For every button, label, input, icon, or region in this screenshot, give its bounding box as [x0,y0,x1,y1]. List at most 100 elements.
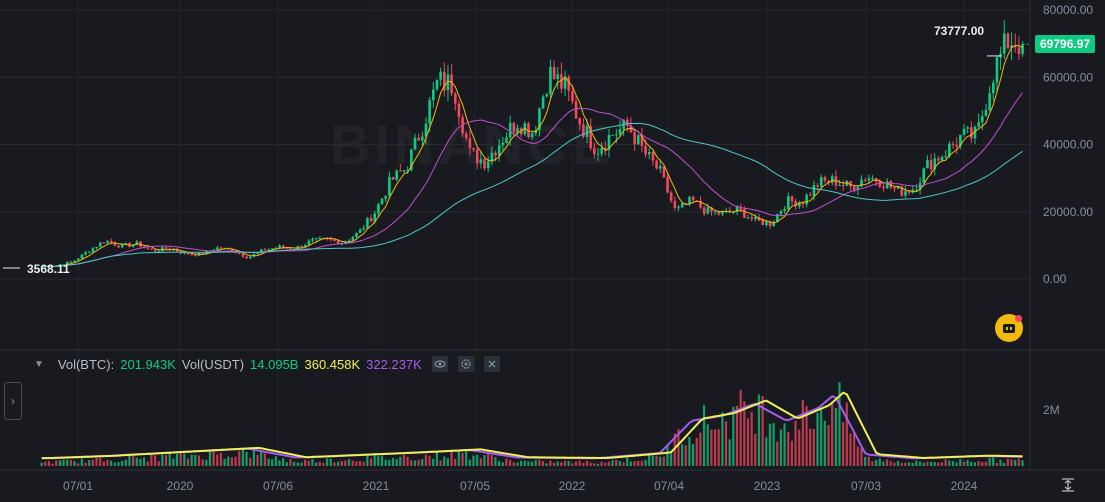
volume-bar [926,461,929,466]
volume-bar [282,458,285,466]
candle-body [644,145,647,155]
volume-bar [516,462,519,466]
candle-body [600,148,603,154]
candle-body [73,260,76,262]
candle-body [680,203,684,208]
candle-body [545,94,549,97]
candle-body [790,196,794,202]
volume-bar [534,459,537,466]
candle-body [490,152,494,162]
candle-body [772,221,775,226]
volume-bar [611,460,614,466]
candle-body [867,178,871,181]
candle-body [399,170,402,172]
candle-body [845,181,849,186]
volume-bar [219,452,223,466]
candle-body [948,143,951,157]
volume-bar [981,462,984,466]
volume-bar [216,454,219,466]
volume-bar [435,451,438,466]
volume-bar [278,460,281,466]
bot-badge[interactable] [995,314,1023,342]
volume-bar [545,463,548,466]
candle-body [102,242,106,244]
volume-bar [384,459,387,466]
candle-body [717,211,721,215]
candle-body [410,149,413,171]
volume-bar [907,462,911,466]
volume-bar [362,461,365,466]
volume-bar [904,462,907,466]
volume-bar [468,459,471,466]
volume-bar [962,461,966,466]
eye-button[interactable] [431,356,448,372]
candle-body [852,186,856,191]
candle-body [377,204,380,214]
volume-bar [476,454,479,466]
close-button[interactable] [483,356,500,372]
candle-body [95,246,98,249]
volume-bar [58,460,61,466]
volume-bar [318,461,321,466]
volume-bar [88,460,91,466]
volume-bar [754,433,757,466]
volume-bar [498,460,501,466]
volume-bar [838,382,841,466]
volume-bar [106,459,109,466]
candle-body [260,249,263,253]
expand-panel-button[interactable]: › [4,382,22,420]
volume-bar [300,462,303,466]
volume-bar [944,459,947,466]
candle-body [541,96,545,109]
volume-bar [252,449,255,466]
candle-body [270,248,274,250]
volume-bar [681,444,684,466]
volume-bar [227,456,230,466]
candle-body [318,237,322,239]
candle-body [497,145,501,156]
volume-bar [168,453,171,466]
volume-ma1-line [41,391,1023,460]
volume-bar [757,394,761,466]
vol-ma1-value: 360.458K [304,356,361,372]
x-tick-label: 2024 [951,479,978,493]
candle-body [464,133,468,139]
volume-bar [530,461,534,466]
fit-height-button[interactable] [1058,475,1078,495]
candle-body [640,135,644,146]
volume-bar [585,460,589,466]
candle-body [512,122,516,133]
volume-bar [271,459,274,466]
candle-body [761,220,765,226]
volume-bar [995,462,998,466]
candle-body [688,196,691,205]
volume-bar [739,389,742,466]
candle-body [1017,47,1021,54]
volume-bar [728,439,731,466]
candle-body [150,248,153,250]
volume-bar [702,404,706,466]
volume-bar [355,461,358,466]
vol-btc-title: Vol(BTC): [57,356,115,372]
candle-body [809,194,812,196]
candle-body [300,246,303,248]
volume-bar [750,411,753,466]
candle-body [783,209,786,212]
ma-long-line [41,122,1023,268]
candle-body [629,125,633,133]
ma-mid-line [41,92,1024,268]
candle-body [347,240,351,242]
candle-body [472,147,475,150]
volume-bar [40,462,43,466]
volume-bar [238,450,241,466]
volume-bar [937,462,940,466]
collapse-caret-icon[interactable]: ▼ [34,358,44,370]
volume-bar [622,462,625,466]
settings-button[interactable] [457,356,474,372]
candle-body [812,185,816,196]
volume-bar [245,451,248,466]
candle-body [889,181,893,188]
volume-bar [560,462,563,466]
candle-body [501,142,505,146]
